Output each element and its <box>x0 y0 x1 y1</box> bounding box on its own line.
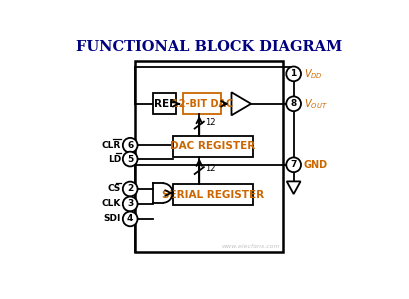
Text: 4: 4 <box>127 214 133 223</box>
Text: DAC REGISTER: DAC REGISTER <box>171 141 256 151</box>
Text: CS: CS <box>108 184 121 193</box>
Bar <box>183 93 221 114</box>
Bar <box>153 183 173 203</box>
Circle shape <box>123 212 137 226</box>
Text: FUNCTIONAL BLOCK DIAGRAM: FUNCTIONAL BLOCK DIAGRAM <box>76 40 343 54</box>
Text: 1: 1 <box>290 69 297 78</box>
Text: CLK: CLK <box>101 199 121 208</box>
Circle shape <box>123 196 137 211</box>
Text: SDI: SDI <box>103 214 121 223</box>
Text: LD: LD <box>108 155 121 164</box>
Text: $V_{DD}$: $V_{DD}$ <box>304 67 323 81</box>
Bar <box>153 93 176 114</box>
Text: GND: GND <box>304 160 328 170</box>
Circle shape <box>123 152 137 167</box>
Bar <box>173 136 253 157</box>
Text: 6: 6 <box>127 141 133 150</box>
Bar <box>173 184 253 205</box>
Text: 12: 12 <box>205 118 216 127</box>
Text: 8: 8 <box>290 99 297 108</box>
Text: www.elecfans.com: www.elecfans.com <box>222 244 280 249</box>
Circle shape <box>286 158 301 172</box>
Text: 5: 5 <box>127 155 133 164</box>
Text: $V_{OUT}$: $V_{OUT}$ <box>304 97 327 111</box>
Circle shape <box>123 181 137 196</box>
Bar <box>135 61 283 252</box>
Text: 12-BIT DAC: 12-BIT DAC <box>171 99 233 109</box>
Text: 7: 7 <box>290 160 297 169</box>
Text: REF: REF <box>154 99 176 109</box>
Circle shape <box>286 97 301 111</box>
Text: 12: 12 <box>205 164 216 173</box>
Circle shape <box>123 138 137 152</box>
Text: 2: 2 <box>127 184 133 193</box>
Text: SERIAL REGISTER: SERIAL REGISTER <box>162 190 264 200</box>
Text: CLR: CLR <box>102 141 121 150</box>
Text: 3: 3 <box>127 199 133 208</box>
Circle shape <box>286 66 301 81</box>
